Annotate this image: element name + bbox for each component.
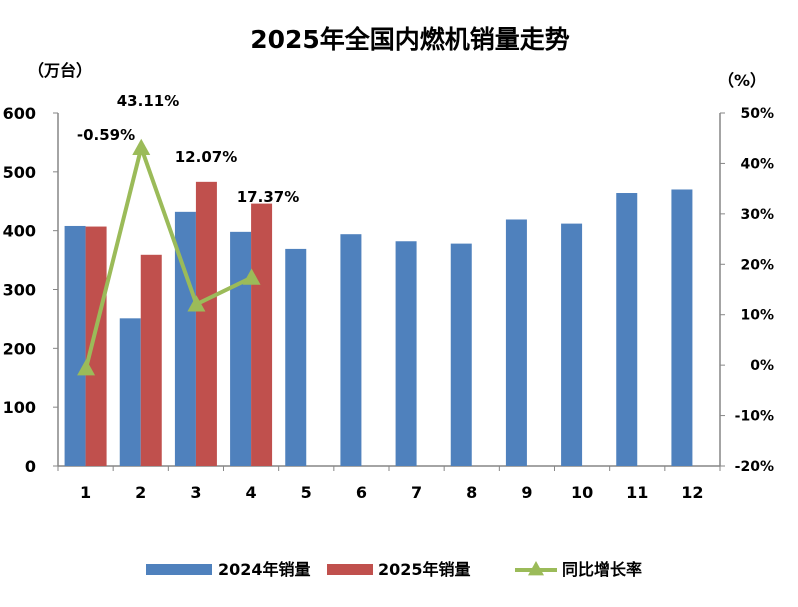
growth-rate-line [84,140,253,369]
growth-rate-marker [132,138,151,155]
bar-2025 [195,181,217,466]
y2-tick-label: 30% [740,207,774,223]
y2-tick-label: 40% [740,156,774,172]
bar-2024 [64,225,86,466]
data-label: -0.59% [77,126,135,144]
x-tick-label: 12 [681,483,703,502]
legend-swatch-2024 [146,564,212,575]
x-tick-label: 7 [411,483,422,502]
x-tick-label: 10 [571,483,593,502]
y-tick-label: 200 [3,339,36,358]
x-tick-label: 3 [190,483,201,502]
data-label: 17.37% [237,188,299,206]
x-tick-label: 4 [246,483,257,502]
growth-rate-marker [242,268,261,285]
y-tick-label: 600 [3,104,36,123]
legend-label-2024: 2024年销量 [218,560,311,579]
y-tick-label: 400 [3,222,36,241]
growth-rate-marker [77,359,96,376]
bar-2024 [561,223,583,466]
bar-2024 [230,231,252,466]
bar-2025 [251,203,273,466]
y-tick-label: 300 [3,281,36,300]
bar-2024 [395,241,417,466]
data-label: 12.07% [175,148,237,166]
bar-2025 [85,226,107,466]
bar-2024 [616,193,638,466]
data-label: 43.11% [117,92,179,110]
bar-2024 [505,219,527,466]
legend-swatch-2025 [327,564,373,575]
legend-label-2025: 2025年销量 [378,560,471,579]
y2-axis-label: （%） [718,71,766,90]
bar-2025 [140,254,162,466]
x-tick-label: 5 [301,483,312,502]
y-tick-label: 100 [3,398,36,417]
legend-label-growth: 同比增长率 [562,560,642,579]
bar-2024 [285,248,307,466]
x-tick-label: 1 [80,483,91,502]
y2-tick-label: -20% [735,459,774,475]
y-tick-label: 0 [25,457,36,476]
y2-tick-label: 20% [740,257,774,273]
x-tick-label: 9 [521,483,532,502]
x-tick-label: 11 [626,483,648,502]
bar-2024 [450,243,472,466]
bar-2024 [340,234,362,466]
y2-tick-label: 10% [740,308,774,324]
bar-2024 [119,318,141,466]
legend-marker-growth [528,561,544,576]
y2-tick-label: 0% [750,358,774,374]
y2-tick-label: -10% [735,409,774,425]
x-tick-label: 8 [466,483,477,502]
bar-2024 [671,189,693,466]
y-tick-label: 500 [3,163,36,182]
y-axis-label: （万台） [28,61,92,80]
x-tick-label: 6 [356,483,367,502]
growth-rate-marker [187,295,206,312]
bar-2024 [174,211,196,466]
chart-title: 2025年全国内燃机销量走势 [250,25,570,54]
y2-tick-label: 50% [740,106,774,122]
x-tick-label: 2 [135,483,146,502]
